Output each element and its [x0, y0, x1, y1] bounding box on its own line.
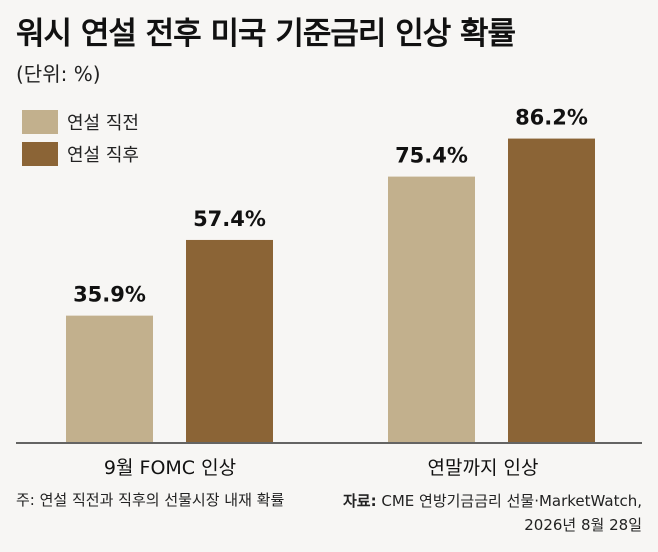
category-label-0: 9월 FOMC 인상	[104, 457, 236, 479]
data-label-after-1: 86.2%	[515, 106, 588, 130]
category-label-1: 연말까지 인상	[428, 457, 539, 479]
legend-item-before: 연설 직전	[22, 107, 139, 137]
footnote: 주: 연설 직전과 직후의 선물시장 내재 확률	[16, 491, 285, 509]
bar-after-0	[186, 239, 273, 442]
legend-swatch-after	[22, 142, 58, 166]
bar-before-1	[388, 176, 475, 443]
data-label-after-0: 57.4%	[193, 207, 266, 231]
data-label-before-1: 75.4%	[395, 144, 468, 168]
legend: 연설 직전 연설 직후	[22, 107, 139, 171]
source-line: 자료: CME 연방기금금리 선물·MarketWatch,	[343, 489, 642, 513]
source-date: 2026년 8월 28일	[524, 516, 642, 534]
source-text: CME 연방기금금리 선물·MarketWatch,	[381, 492, 642, 510]
chart-title: 워시 연설 전후 미국 기준금리 인상 확률	[16, 16, 516, 52]
data-label-before-0: 35.9%	[73, 283, 146, 307]
bar-after-1	[508, 138, 595, 443]
legend-label-before: 연설 직전	[67, 113, 139, 134]
legend-swatch-before	[22, 110, 58, 134]
legend-item-after: 연설 직후	[22, 139, 139, 169]
source-label: 자료:	[342, 492, 377, 510]
unit-note: (단위: %)	[16, 62, 101, 86]
source-note: 자료: CME 연방기금금리 선물·MarketWatch, 2026년 8월 …	[343, 489, 642, 537]
legend-label-after: 연설 직후	[67, 145, 139, 166]
bar-before-0	[66, 315, 153, 442]
